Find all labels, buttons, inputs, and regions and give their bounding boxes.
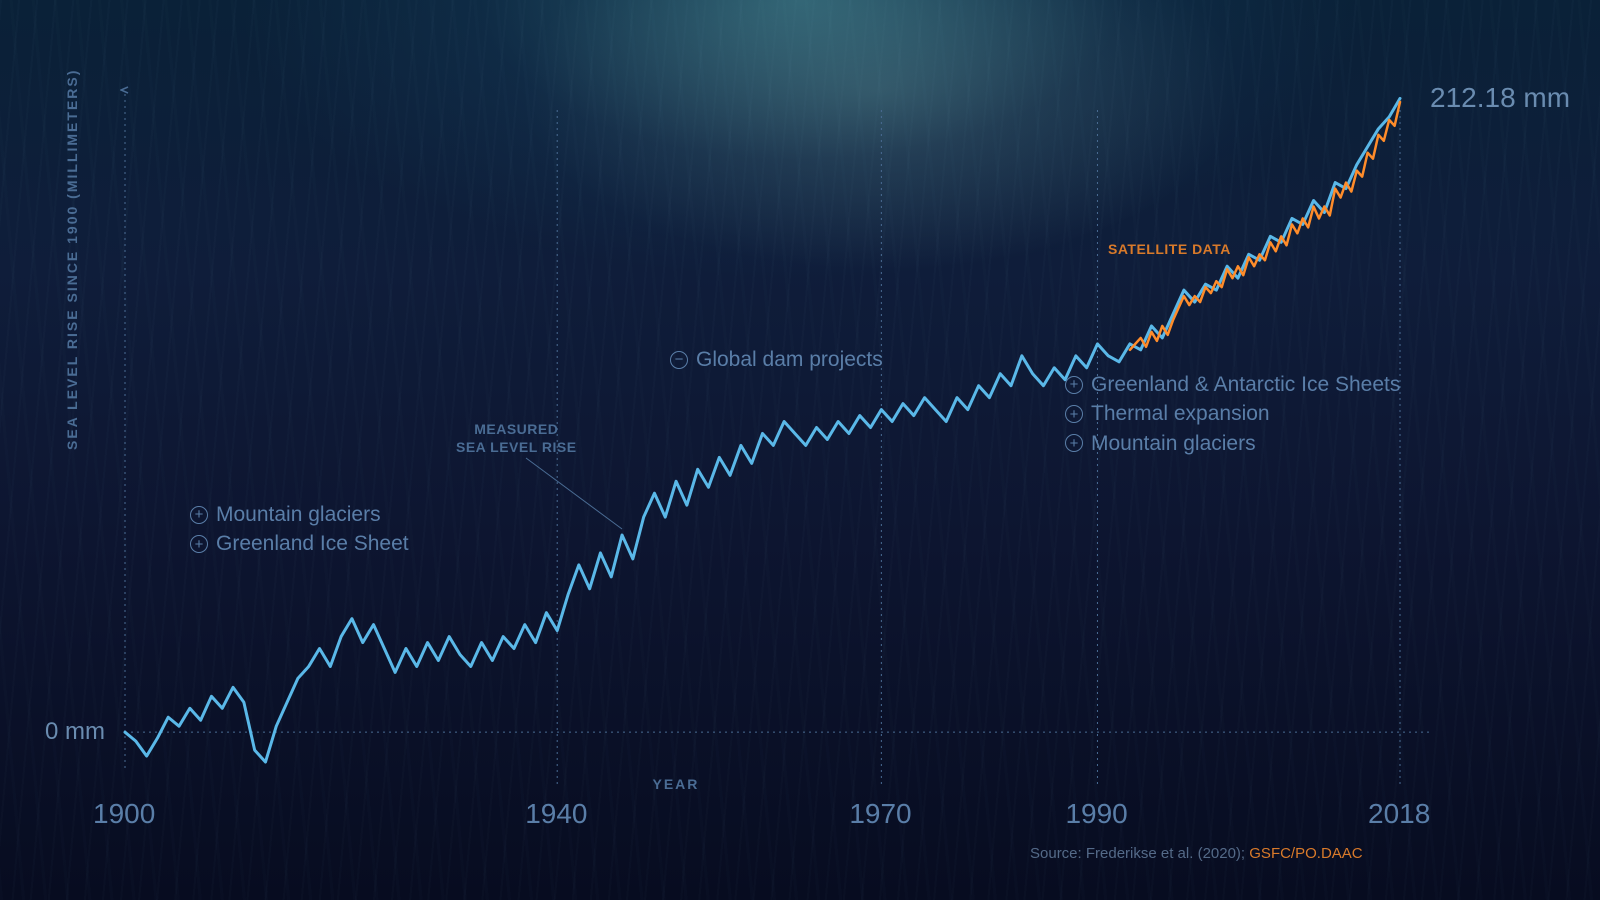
annotation-row: −Global dam projects xyxy=(670,345,883,374)
annotation-row: + Greenland Ice Sheet xyxy=(190,529,409,558)
annotation-row: + Mountain glaciers xyxy=(1065,429,1400,458)
measured-callout-line xyxy=(526,458,622,529)
source-highlight: GSFC/PO.DAAC xyxy=(1249,845,1362,862)
minus-icon: − xyxy=(670,351,688,369)
plus-icon: + xyxy=(190,535,208,553)
annotation-dam-projects: −Global dam projects xyxy=(670,345,883,374)
annotation-late-drivers: + Greenland & Antarctic Ice Sheets + Therma… xyxy=(1065,370,1400,458)
x-tick: 2018 xyxy=(1368,798,1430,830)
plus-icon: + xyxy=(190,506,208,524)
plus-icon: + xyxy=(1065,376,1083,394)
annotation-row: + Thermal expansion xyxy=(1065,399,1400,428)
annotation-text: Greenland & Antarctic Ice Sheets xyxy=(1091,370,1400,399)
x-tick: 1940 xyxy=(525,798,587,830)
annotation-text: Mountain glaciers xyxy=(1091,429,1256,458)
annotation-row: + Mountain glaciers xyxy=(190,500,409,529)
annotation-row: + Greenland & Antarctic Ice Sheets xyxy=(1065,370,1400,399)
final-value-label: 212.18 mm xyxy=(1430,82,1570,114)
annotation-text: Thermal expansion xyxy=(1091,399,1270,428)
annotation-text: Mountain glaciers xyxy=(216,500,381,529)
satellite-series xyxy=(1130,102,1400,350)
measured-callout-label: MEASURED SEA LEVEL RISE xyxy=(456,420,577,456)
y-axis-label: SEA LEVEL RISE SINCE 1900 (MILLIMETERS) xyxy=(64,69,80,450)
x-tick: 1970 xyxy=(849,798,911,830)
plus-icon: + xyxy=(1065,434,1083,452)
annotation-text: Global dam projects xyxy=(696,345,883,374)
source-attribution: Source: Frederikse et al. (2020); GSFC/P… xyxy=(1030,845,1363,862)
x-tick: 1990 xyxy=(1065,798,1127,830)
annotation-early-drivers: + Mountain glaciers + Greenland Ice Sheet xyxy=(190,500,409,559)
x-axis-label: YEAR xyxy=(653,776,700,792)
annotation-text: Greenland Ice Sheet xyxy=(216,529,409,558)
source-prefix: Source: Frederikse et al. (2020); xyxy=(1030,845,1249,862)
zero-label: 0 mm xyxy=(45,718,105,746)
x-tick: 1900 xyxy=(93,798,155,830)
satellite-callout-label: SATELLITE DATA xyxy=(1108,240,1231,258)
plus-icon: + xyxy=(1065,405,1083,423)
